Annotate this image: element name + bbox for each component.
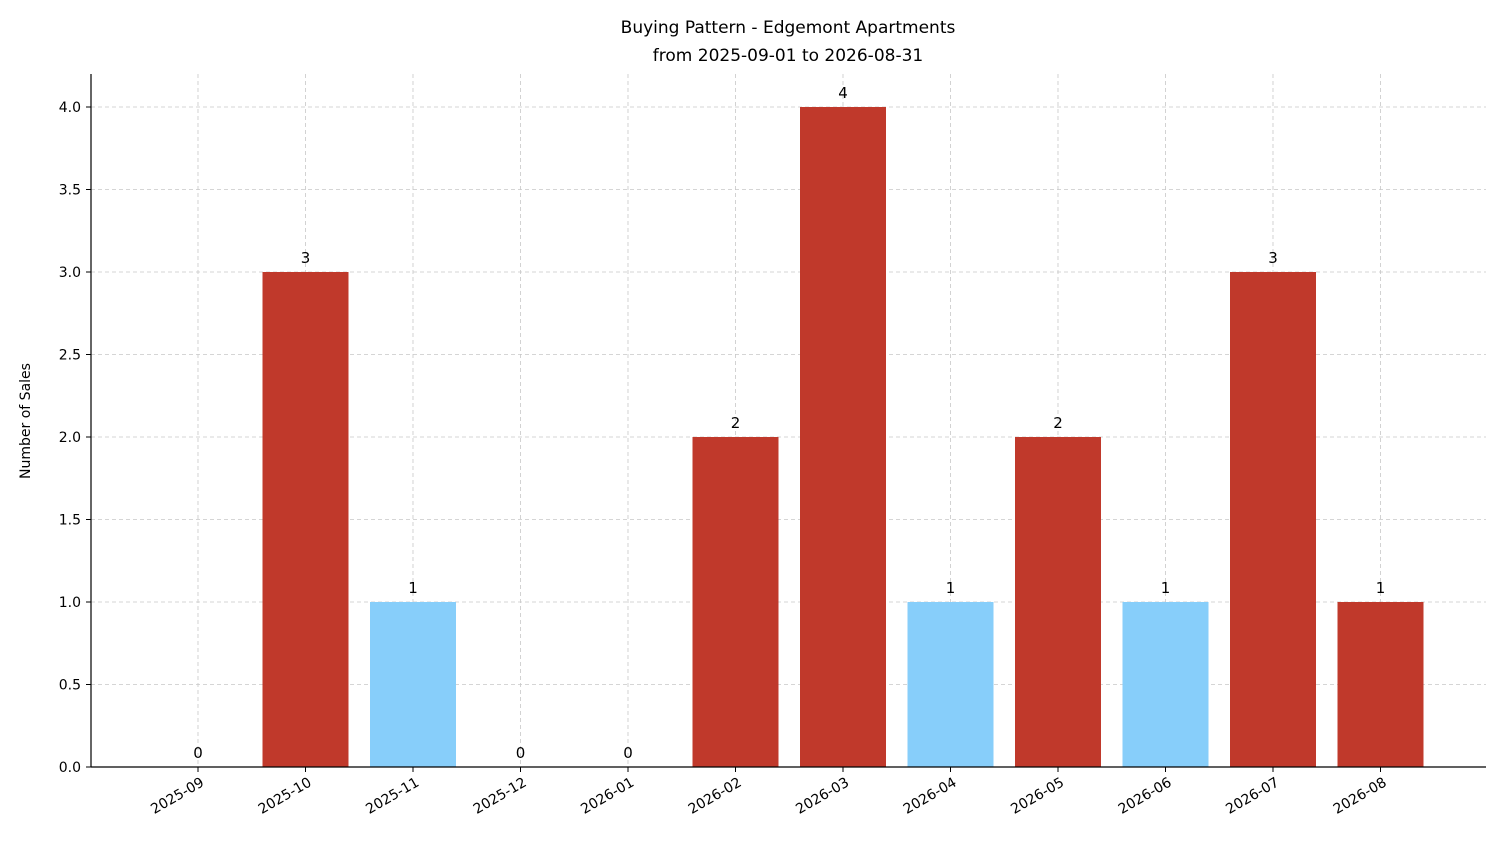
bar: [370, 602, 456, 767]
chart-title: Buying Pattern - Edgemont Apartments: [621, 18, 956, 38]
x-tick-label: 2026-03: [793, 775, 852, 818]
bar-value-label: 0: [193, 744, 203, 762]
y-tick-label: 2.5: [59, 348, 81, 364]
y-tick-label: 3.5: [59, 183, 81, 199]
bar-value-label: 4: [838, 84, 848, 102]
bar-value-label: 3: [1268, 249, 1278, 267]
x-tick-label: 2026-07: [1223, 775, 1282, 818]
x-tick-label: 2026-06: [1116, 775, 1175, 818]
x-tick-label: 2026-08: [1331, 775, 1390, 818]
bar: [1015, 437, 1101, 767]
y-tick-label: 3.0: [59, 265, 81, 281]
y-axis-label: Number of Sales: [18, 363, 34, 479]
x-tick-label: 2026-02: [686, 775, 745, 818]
bar-value-label: 3: [301, 249, 311, 267]
bar: [907, 602, 994, 767]
y-tick-label: 1.0: [59, 595, 81, 611]
bar-value-label: 0: [516, 744, 526, 762]
bar-value-label: 0: [623, 744, 633, 762]
x-tick-label: 2026-05: [1008, 775, 1067, 818]
bar-value-label: 2: [1053, 414, 1063, 432]
bar: [800, 107, 886, 767]
x-tick-label: 2026-01: [578, 775, 637, 818]
x-tick-label: 2026-04: [901, 775, 960, 818]
y-tick-label: 0.0: [59, 760, 81, 776]
bar-value-label: 1: [1161, 579, 1171, 597]
chart-subtitle: from 2025-09-01 to 2026-08-31: [653, 46, 923, 66]
bar: [1122, 602, 1209, 767]
x-tick-label: 2025-11: [363, 775, 422, 818]
bar: [1337, 602, 1424, 767]
bar: [1230, 272, 1316, 767]
x-tick-label: 2025-09: [148, 775, 207, 818]
bar-value-label: 1: [408, 579, 418, 597]
data-labels: 0 3 1 0 0 2 4 1 2 1 3 1: [193, 84, 1385, 762]
bar-value-label: 2: [731, 414, 741, 432]
bar: [692, 437, 779, 767]
bar: [262, 272, 349, 767]
y-tick-label: 4.0: [59, 100, 81, 116]
y-tick-label: 2.0: [59, 430, 81, 446]
x-tick-label: 2025-10: [256, 775, 315, 818]
y-tick-label: 0.5: [59, 678, 81, 694]
y-tick-label: 1.5: [59, 513, 81, 529]
x-tick-label: 2025-12: [471, 775, 530, 818]
bar-value-label: 1: [946, 579, 956, 597]
bars: [262, 107, 1424, 767]
bar-value-label: 1: [1376, 579, 1386, 597]
